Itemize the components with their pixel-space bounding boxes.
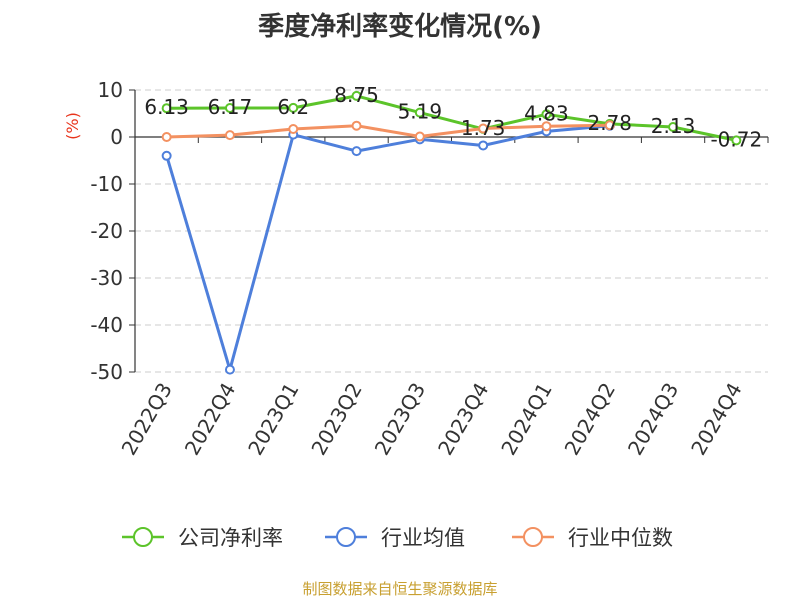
data-point (668, 121, 679, 132)
data-point (541, 109, 552, 120)
y-tick-label: -50 (90, 360, 123, 384)
data-point (414, 107, 425, 118)
legend-label: 公司净利率 (178, 526, 283, 550)
data-point (604, 120, 615, 131)
data-label: 6.17 (208, 95, 253, 119)
data-label: 4.83 (524, 101, 569, 125)
legend-label: 行业均值 (381, 526, 465, 550)
data-point (414, 131, 425, 142)
data-label: -0.72 (710, 127, 762, 151)
y-tick-label: -10 (90, 172, 123, 196)
x-tick-label: 2024Q2 (560, 379, 620, 460)
legend-marker (336, 527, 356, 547)
data-point (731, 135, 742, 146)
series-lines (165, 94, 737, 372)
x-tick-label: 2022Q3 (117, 379, 177, 460)
axes (129, 89, 769, 373)
data-point (351, 90, 362, 101)
data-point (351, 120, 362, 131)
series-line-0 (166, 94, 737, 142)
data-labels: 6.13 6.17 6.2 8.75 5.19 1.73 4.83 2.78 2.13 -0.72 (144, 83, 762, 152)
x-tick-label: 2023Q3 (370, 379, 430, 460)
legend-label: 行业中位数 (568, 526, 673, 550)
y-tick-label: -20 (90, 219, 123, 243)
source-note: 制图数据来自恒生聚源数据库 (302, 580, 498, 598)
x-tick-label: 2023Q1 (243, 379, 303, 460)
y-tick-label: -40 (90, 313, 123, 337)
data-point (161, 132, 172, 142)
data-point (224, 130, 235, 141)
y-tick-label: 10 (98, 78, 123, 102)
x-tick-labels: 2022Q3 2022Q4 2023Q1 2023Q2 2023Q3 2023Q4 2024… (117, 379, 747, 460)
x-tick-label: 2023Q4 (433, 379, 493, 460)
data-point (224, 364, 235, 375)
data-label: 2.78 (587, 111, 632, 135)
data-label: 5.19 (398, 100, 443, 124)
data-label: 6.2 (277, 95, 309, 119)
data-label: 6.13 (144, 95, 189, 119)
data-point (288, 102, 299, 113)
data-point (288, 124, 299, 135)
series-points (161, 90, 742, 375)
data-point (478, 140, 489, 151)
legend-marker (133, 527, 153, 547)
data-label: 8.75 (334, 83, 379, 107)
data-point (351, 146, 362, 157)
y-tick-label: 0 (110, 125, 123, 149)
y-tick-labels: 10 0 -10 -20 -30 -40 -50 (90, 78, 123, 384)
data-label: 2.13 (651, 114, 696, 138)
series-line-2 (166, 123, 610, 139)
data-point (161, 150, 172, 161)
data-point (224, 103, 235, 114)
data-label: 1.73 (461, 116, 506, 140)
x-tick-label: 2024Q3 (623, 379, 683, 460)
legend-marker (523, 527, 543, 547)
legend: 公司净利率 行业均值 行业中位数 (122, 526, 673, 550)
y-axis-label: (%) (63, 112, 82, 140)
data-point (161, 103, 172, 114)
chart-title: 季度净利率变化情况(%) (258, 12, 542, 42)
x-tick-label: 2024Q1 (496, 379, 556, 460)
y-tick-label: -30 (90, 266, 123, 290)
x-tick-label: 2024Q4 (686, 379, 746, 460)
x-tick-label: 2023Q2 (306, 379, 366, 460)
data-point (541, 121, 552, 132)
data-point (478, 123, 489, 134)
x-tick-label: 2022Q4 (180, 379, 240, 460)
series-line-1 (165, 124, 610, 372)
